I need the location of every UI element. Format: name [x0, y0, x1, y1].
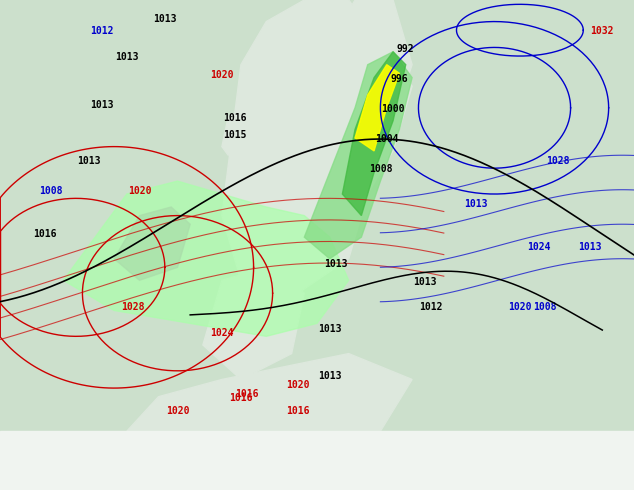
- Text: 1015: 1015: [223, 130, 247, 140]
- Text: 160: 160: [228, 470, 250, 484]
- Text: 1028: 1028: [546, 156, 570, 166]
- Text: 1020: 1020: [165, 406, 190, 416]
- Text: 1020: 1020: [286, 380, 310, 390]
- Text: 120: 120: [139, 470, 162, 484]
- Polygon shape: [222, 108, 247, 155]
- Text: 1012: 1012: [419, 302, 443, 313]
- Text: 1013: 1013: [463, 199, 488, 209]
- Text: 1016: 1016: [286, 406, 310, 416]
- Text: 1028: 1028: [121, 302, 145, 313]
- Polygon shape: [127, 354, 412, 431]
- Text: 60: 60: [6, 470, 22, 484]
- Text: 1013: 1013: [578, 242, 602, 252]
- Polygon shape: [355, 65, 399, 151]
- Text: 1016: 1016: [32, 229, 56, 239]
- Text: 1020: 1020: [127, 186, 152, 196]
- Text: 1004: 1004: [375, 134, 399, 144]
- Text: 1013: 1013: [77, 156, 101, 166]
- Text: 1032: 1032: [590, 26, 614, 36]
- Polygon shape: [317, 0, 412, 151]
- Text: 1013: 1013: [153, 14, 177, 24]
- Text: 1008: 1008: [39, 186, 63, 196]
- Polygon shape: [114, 207, 190, 280]
- Text: 1020: 1020: [210, 70, 234, 79]
- Text: 1016: 1016: [229, 393, 253, 403]
- Text: 1000: 1000: [381, 104, 405, 114]
- Text: 1008: 1008: [368, 165, 392, 174]
- Polygon shape: [304, 52, 412, 259]
- Text: 1013: 1013: [318, 371, 342, 381]
- Text: 140: 140: [184, 470, 206, 484]
- Text: 992: 992: [397, 44, 415, 54]
- Polygon shape: [342, 52, 406, 216]
- Text: Jet stream/SLP [kts] GFS ENS: Jet stream/SLP [kts] GFS ENS: [6, 440, 206, 452]
- Polygon shape: [222, 0, 412, 302]
- Text: 1013: 1013: [115, 52, 139, 62]
- Text: 1020: 1020: [508, 302, 532, 313]
- Text: 1013: 1013: [413, 276, 437, 287]
- Text: 1008: 1008: [533, 302, 557, 313]
- Text: 1016: 1016: [235, 389, 259, 399]
- Polygon shape: [63, 181, 349, 336]
- Text: 180: 180: [273, 470, 295, 484]
- Text: 1024: 1024: [210, 328, 234, 338]
- Polygon shape: [241, 95, 292, 172]
- Polygon shape: [203, 268, 304, 379]
- Text: 1024: 1024: [527, 242, 551, 252]
- Text: Sa 28-09-2024 12:00 UTC (00+84): Sa 28-09-2024 12:00 UTC (00+84): [407, 440, 628, 452]
- Text: 1013: 1013: [324, 259, 348, 270]
- Text: 1013: 1013: [318, 324, 342, 334]
- Text: ©weatheronline.co.uk: ©weatheronline.co.uk: [503, 472, 628, 482]
- Text: 1016: 1016: [223, 113, 247, 122]
- Text: 80: 80: [51, 470, 66, 484]
- Text: 100: 100: [95, 470, 117, 484]
- Text: 996: 996: [391, 74, 408, 84]
- Text: 1012: 1012: [89, 26, 113, 36]
- Text: 1013: 1013: [89, 100, 113, 110]
